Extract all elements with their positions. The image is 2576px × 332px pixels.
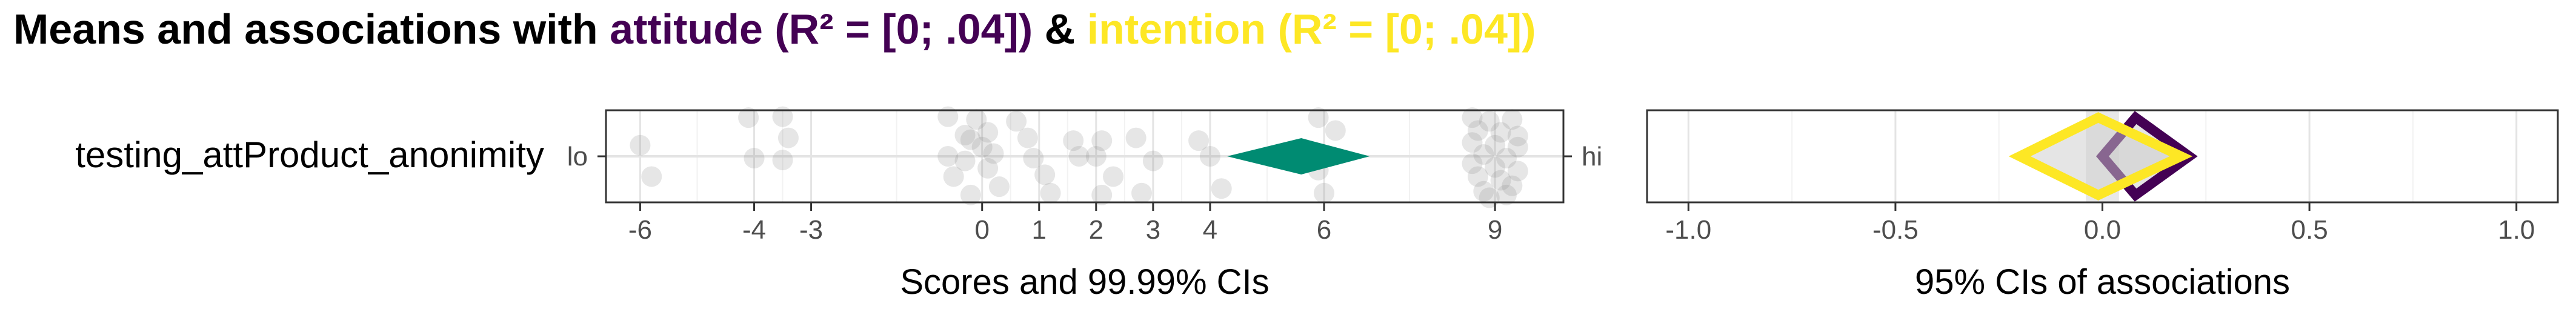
score-point <box>1023 148 1044 169</box>
score-point <box>1325 120 1346 141</box>
x-tick-label: 9 <box>1488 215 1502 245</box>
score-point <box>1485 157 1506 178</box>
score-point <box>772 150 793 171</box>
score-point <box>1034 164 1056 185</box>
score-point <box>1462 107 1483 128</box>
score-point <box>1479 111 1500 132</box>
score-point <box>977 122 999 143</box>
score-point <box>1507 161 1528 182</box>
score-point <box>954 125 976 146</box>
score-point <box>960 129 981 150</box>
score-point <box>1131 182 1153 204</box>
title-attitude: attitude (R² = [0; .04]) <box>610 5 1033 53</box>
score-point <box>1479 187 1500 208</box>
score-point <box>937 106 959 127</box>
score-point <box>1467 120 1488 141</box>
score-point <box>1507 136 1528 158</box>
score-point <box>1091 184 1113 205</box>
score-point <box>1473 144 1494 165</box>
score-point <box>977 158 999 179</box>
score-point <box>1490 170 1511 191</box>
chart-title: Means and associations with attitude (R²… <box>13 5 1536 53</box>
x-tick-label: 4 <box>1203 215 1217 245</box>
associations-panel: -1.0 -0.5 0.0 0.5 1.0 95% CIs of association… <box>1646 109 2559 302</box>
score-point <box>1462 153 1483 174</box>
score-point <box>966 109 987 130</box>
scores-panel: -6 -4 -3 0 1 2 3 4 6 9 testing_attProduct_anonimi… <box>75 106 1602 302</box>
score-point <box>954 150 976 171</box>
score-points <box>630 106 1528 208</box>
associations-x-axis-label: 95% CIs of associations <box>1915 262 2290 302</box>
score-point <box>1091 130 1113 151</box>
score-point <box>738 107 759 128</box>
score-point <box>630 134 651 156</box>
x-tick-label: -0.5 <box>1872 215 1919 245</box>
score-point <box>983 143 1004 164</box>
score-point <box>971 136 993 158</box>
score-point <box>1103 166 1124 187</box>
score-point <box>1006 111 1027 132</box>
score-point <box>772 106 793 127</box>
x-tick-label: -4 <box>742 215 766 245</box>
score-point <box>937 146 959 167</box>
scores-x-ticks: -6 -4 -3 0 1 2 3 4 6 9 <box>628 202 1502 245</box>
associations-x-ticks: -1.0 -0.5 0.0 0.5 1.0 <box>1665 202 2535 245</box>
score-point <box>1040 182 1061 204</box>
x-tick-label: 0.5 <box>2291 215 2328 245</box>
score-point <box>1063 130 1084 151</box>
score-point <box>1211 178 1232 199</box>
item-label: testing_attProduct_anonimity <box>75 134 544 175</box>
score-point <box>1308 107 1329 128</box>
anchor-low-label: lo <box>567 142 588 171</box>
score-point <box>1314 182 1334 204</box>
score-point <box>1199 146 1220 167</box>
score-point <box>1188 130 1210 151</box>
score-point <box>1467 166 1488 187</box>
x-tick-label: 0 <box>974 215 989 245</box>
x-tick-label: 6 <box>1317 215 1331 245</box>
score-point <box>988 176 1010 198</box>
scores-gridlines <box>606 110 1563 202</box>
x-tick-label: -3 <box>799 215 823 245</box>
x-tick-label: 1.0 <box>2498 215 2535 245</box>
score-point <box>1485 134 1506 156</box>
score-point <box>1473 181 1494 202</box>
score-point <box>777 127 799 148</box>
score-point <box>960 184 981 205</box>
x-tick-label: -6 <box>628 215 652 245</box>
score-point <box>943 166 964 187</box>
score-point <box>1490 122 1511 143</box>
score-point <box>1125 127 1147 148</box>
x-tick-label: -1.0 <box>1665 215 1711 245</box>
score-point <box>1085 146 1107 167</box>
scores-x-axis-label: Scores and 99.99% CIs <box>900 262 1269 302</box>
x-tick-label: 3 <box>1146 215 1160 245</box>
score-point <box>1496 148 1517 169</box>
score-point <box>1507 125 1528 147</box>
score-point <box>1017 127 1038 148</box>
x-tick-label: 0.0 <box>2084 215 2121 245</box>
x-tick-label: 2 <box>1089 215 1103 245</box>
association-diamond-intention <box>2008 112 2193 201</box>
score-mean-diamond <box>1227 138 1370 174</box>
score-point <box>641 166 662 187</box>
anchor-high-label: hi <box>1582 142 1602 171</box>
x-tick-label: 1 <box>1032 215 1047 245</box>
score-point <box>1462 132 1483 153</box>
title-intention: intention (R² = [0; .04]) <box>1087 5 1536 53</box>
score-point <box>744 148 765 169</box>
score-point <box>1068 146 1090 167</box>
title-prefix: Means and associations with <box>13 5 610 53</box>
score-point <box>1502 109 1523 130</box>
title-joiner: & <box>1033 5 1087 53</box>
score-point <box>1142 150 1163 171</box>
score-point <box>1502 175 1523 196</box>
score-point <box>1496 184 1517 205</box>
association-diamonds <box>2008 111 2198 202</box>
